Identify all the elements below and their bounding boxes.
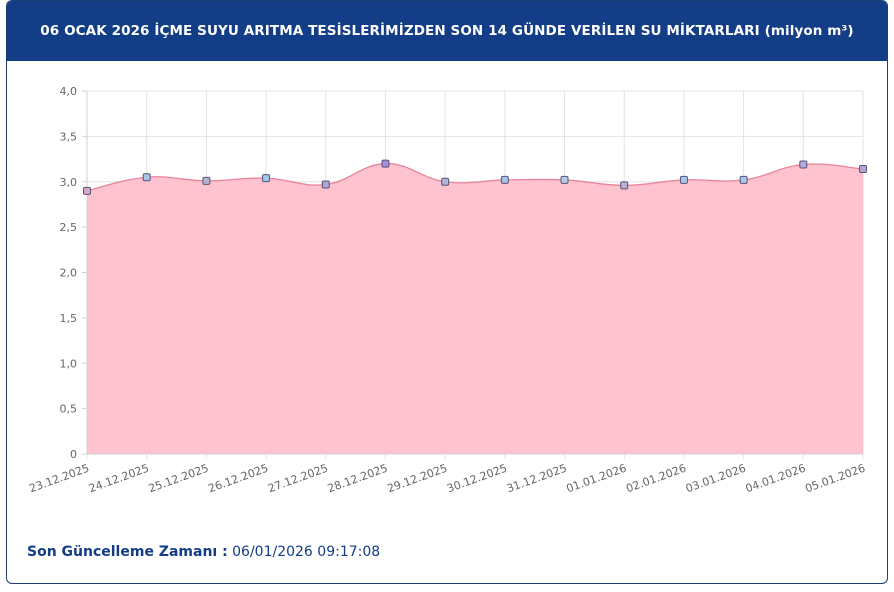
data-point bbox=[620, 181, 629, 190]
card-title: 06 OCAK 2026 İÇME SUYU ARITMA TESİSLERİM… bbox=[7, 1, 887, 61]
x-tick-label: 05.01.2026 bbox=[803, 462, 867, 496]
data-point bbox=[500, 175, 509, 184]
water-chart-card: 06 OCAK 2026 İÇME SUYU ARITMA TESİSLERİM… bbox=[6, 0, 888, 584]
y-tick-label: 2,0 bbox=[60, 267, 78, 280]
x-tick-label: 31.12.2025 bbox=[505, 462, 569, 496]
data-point bbox=[799, 160, 808, 169]
x-tick-label: 02.01.2026 bbox=[624, 462, 688, 496]
x-tick-label: 30.12.2025 bbox=[445, 462, 509, 496]
last-update: Son Güncelleme Zamanı : 06/01/2026 09:17… bbox=[27, 544, 380, 560]
y-tick-label: 1,5 bbox=[60, 312, 78, 325]
x-tick-label: 01.01.2026 bbox=[565, 462, 629, 496]
chart-area: 0 0,5 1,0 1,5 2,0 2,5 3,0 3,5 4,0 23.12.2025 24.12… bbox=[7, 61, 887, 521]
x-tick-label: 24.12.2025 bbox=[87, 462, 151, 496]
x-tick-label: 25.12.2025 bbox=[147, 462, 211, 496]
x-tick-label: 23.12.2025 bbox=[27, 462, 91, 496]
y-tick-label: 2,5 bbox=[60, 221, 78, 234]
data-point bbox=[202, 176, 211, 185]
x-tick-label: 04.01.2026 bbox=[744, 462, 808, 496]
last-update-label: Son Güncelleme Zamanı : bbox=[27, 544, 228, 560]
data-point bbox=[83, 186, 91, 195]
data-point bbox=[321, 180, 330, 189]
series-line bbox=[86, 162, 864, 192]
y-tick-label: 0,5 bbox=[60, 403, 78, 416]
x-tick-label: 28.12.2025 bbox=[326, 462, 390, 496]
data-point bbox=[142, 173, 151, 182]
data-point bbox=[859, 165, 867, 174]
y-tick-label: 4,0 bbox=[60, 85, 78, 98]
x-tick-label: 29.12.2025 bbox=[386, 462, 450, 496]
y-tick-label: 1,0 bbox=[60, 357, 78, 370]
y-tick-label: 3,5 bbox=[60, 130, 78, 143]
data-point bbox=[441, 177, 450, 186]
x-tick-label: 27.12.2025 bbox=[266, 462, 330, 496]
y-tick-label: 3,0 bbox=[60, 176, 78, 189]
data-point bbox=[381, 159, 390, 168]
data-point bbox=[739, 175, 748, 184]
data-point bbox=[560, 175, 569, 184]
last-update-value: 06/01/2026 09:17:08 bbox=[232, 544, 381, 560]
series-area bbox=[87, 163, 863, 454]
x-tick-label: 26.12.2025 bbox=[206, 462, 270, 496]
data-point bbox=[262, 174, 271, 183]
area-chart: 0 0,5 1,0 1,5 2,0 2,5 3,0 3,5 4,0 23.12.202524.12… bbox=[27, 85, 867, 496]
y-tick-label: 0 bbox=[70, 448, 77, 461]
data-point bbox=[679, 175, 688, 184]
x-tick-label: 03.01.2026 bbox=[684, 462, 748, 496]
